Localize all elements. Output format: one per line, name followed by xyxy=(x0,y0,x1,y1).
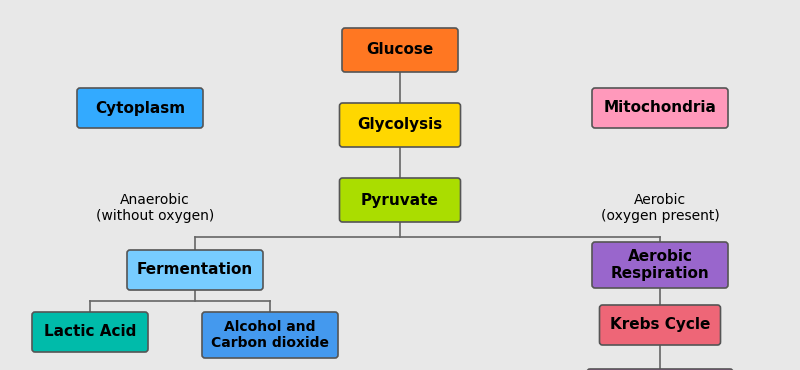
Text: Krebs Cycle: Krebs Cycle xyxy=(610,317,710,333)
FancyBboxPatch shape xyxy=(587,369,733,370)
Text: Aerobic
Respiration: Aerobic Respiration xyxy=(610,249,710,281)
FancyBboxPatch shape xyxy=(342,28,458,72)
FancyBboxPatch shape xyxy=(202,312,338,358)
Text: Glucose: Glucose xyxy=(366,43,434,57)
FancyBboxPatch shape xyxy=(32,312,148,352)
Text: Fermentation: Fermentation xyxy=(137,262,253,278)
Text: Lactic Acid: Lactic Acid xyxy=(44,324,136,340)
Text: Mitochondria: Mitochondria xyxy=(603,101,717,115)
FancyBboxPatch shape xyxy=(592,88,728,128)
Text: Aerobic
(oxygen present): Aerobic (oxygen present) xyxy=(601,193,719,223)
FancyBboxPatch shape xyxy=(339,178,461,222)
FancyBboxPatch shape xyxy=(127,250,263,290)
Text: Alcohol and
Carbon dioxide: Alcohol and Carbon dioxide xyxy=(211,320,329,350)
FancyBboxPatch shape xyxy=(339,103,461,147)
Text: Glycolysis: Glycolysis xyxy=(358,118,442,132)
Text: Pyruvate: Pyruvate xyxy=(361,192,439,208)
FancyBboxPatch shape xyxy=(592,242,728,288)
FancyBboxPatch shape xyxy=(599,305,721,345)
FancyBboxPatch shape xyxy=(77,88,203,128)
Text: Cytoplasm: Cytoplasm xyxy=(95,101,185,115)
Text: Anaerobic
(without oxygen): Anaerobic (without oxygen) xyxy=(96,193,214,223)
